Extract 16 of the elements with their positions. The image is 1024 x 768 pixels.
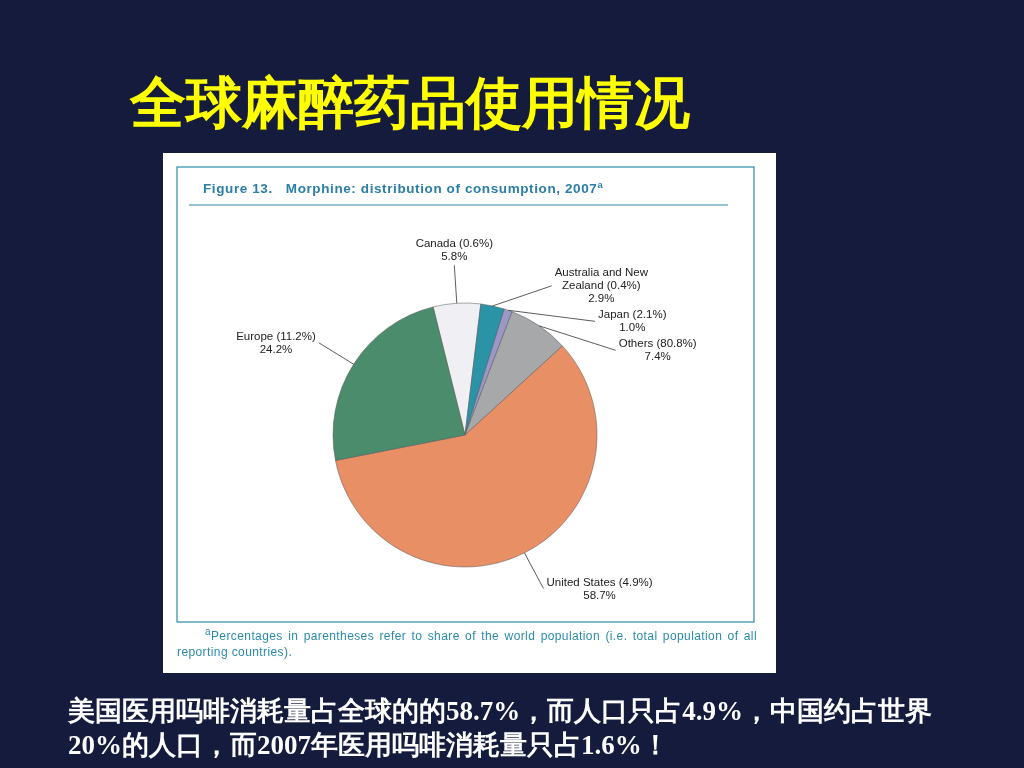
data-label: 1.0%: [619, 321, 646, 334]
slice-label: United States (4.9%): [546, 575, 653, 588]
slice-label: Australia and New Zealand (0.4%): [554, 266, 649, 292]
chart-subtitle: Figure 13. Morphine: distribution of consumption, 2007$^{a}$: [203, 178, 604, 196]
data-label: 5.8%: [441, 250, 468, 263]
text: 美国医用吗啡消耗量占全球的的58.7%，而人口只占4.9%，中国约占世界20%的人口，而2007年医用吗啡消耗量只占1.6%！: [68, 695, 933, 762]
slice-label: Europe (11.2%): [236, 329, 316, 342]
data-label: 2.9%: [588, 292, 615, 305]
data-label: 24.2%: [259, 342, 293, 355]
slice-label: Others (80.8%): [618, 337, 697, 350]
slice-label: Japan (2.1%): [598, 308, 667, 321]
data-label: 7.4%: [644, 350, 671, 363]
chart-title: 全球麻醉药品使用情况: [130, 70, 690, 136]
slice-label: Canada (0.6%): [415, 237, 494, 250]
text: $^{a}$Percentages in parentheses refer to share of the world population (i.e. total population of all reporting countries).: [177, 625, 757, 660]
data-label: 58.7%: [583, 588, 616, 601]
